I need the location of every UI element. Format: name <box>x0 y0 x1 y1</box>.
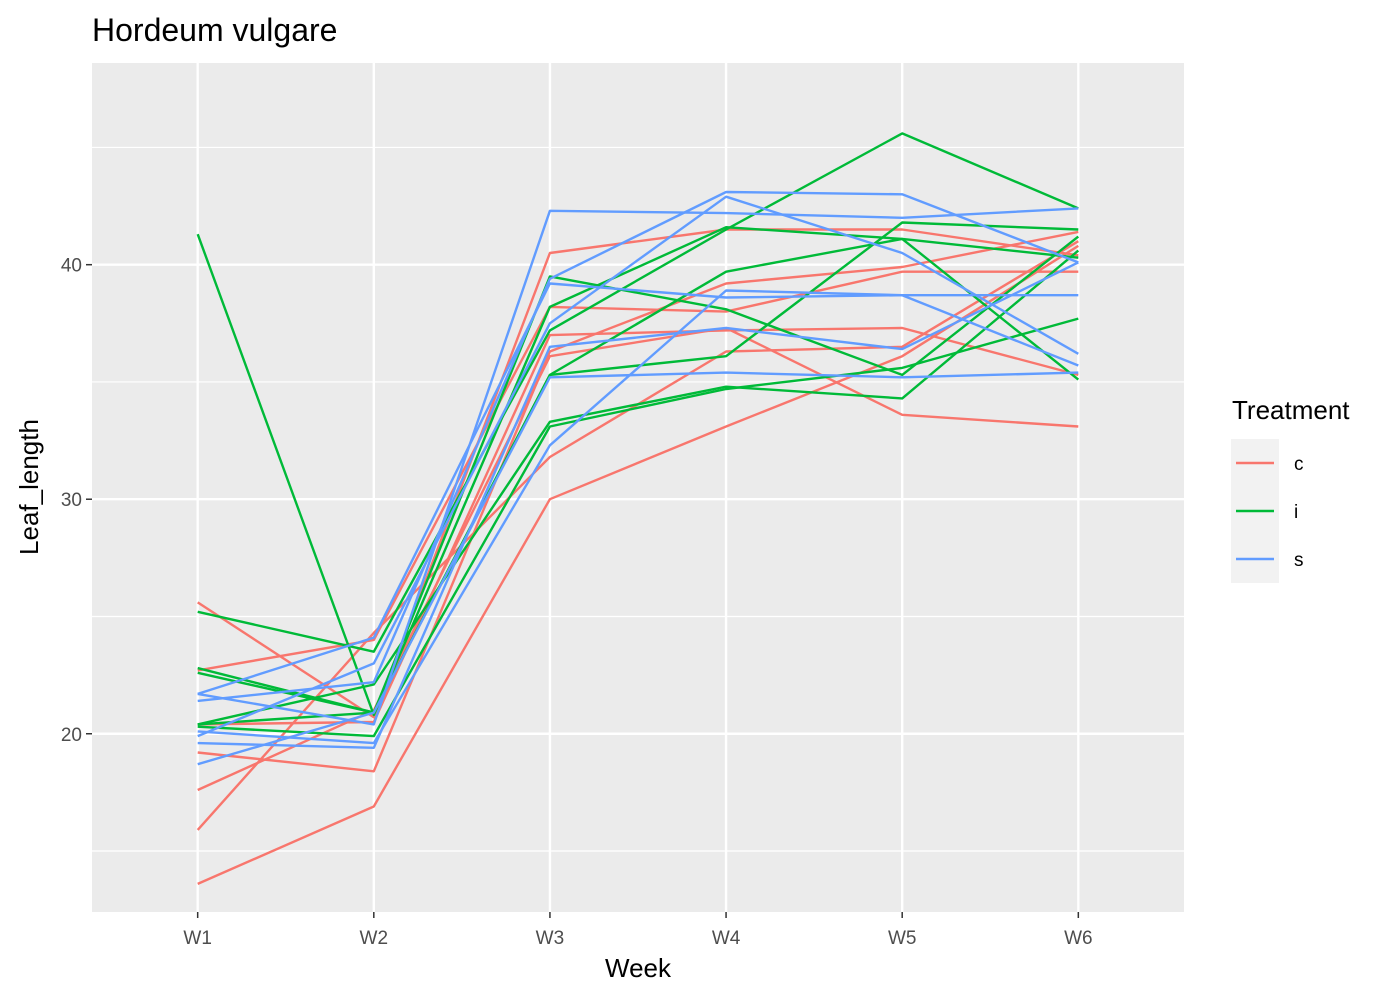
series-line-i <box>196 225 1079 717</box>
chart-title: Hordeum vulgare <box>92 12 337 48</box>
y-tick-label: 40 <box>61 256 82 277</box>
y-axis-title: Leaf_length <box>14 419 44 555</box>
series-line-c <box>197 228 1079 719</box>
x-tick-label: W5 <box>888 928 917 949</box>
series-line-s <box>197 371 1079 766</box>
major-gridlines <box>92 63 1184 912</box>
series-line-s <box>197 207 1079 726</box>
y-axis: 20 30 40 <box>61 256 92 746</box>
series-line-c <box>197 244 1079 885</box>
x-tick-label: W1 <box>183 928 212 949</box>
y-tick-label: 30 <box>61 490 82 511</box>
y-tick-label: 20 <box>61 725 82 746</box>
legend-label-c: c <box>1294 454 1304 475</box>
series-line-s <box>197 190 1079 703</box>
x-tick-label: W4 <box>712 928 741 949</box>
minor-gridlines <box>92 146 1184 852</box>
legend-label-i: i <box>1294 502 1298 523</box>
x-axis-title: Week <box>605 953 672 983</box>
x-tick-label: W3 <box>536 928 565 949</box>
series-lines <box>196 132 1080 885</box>
legend-title: Treatment <box>1232 395 1350 425</box>
series-line-i <box>197 317 1079 738</box>
x-tick-label: W6 <box>1064 928 1093 949</box>
plot-panel <box>92 63 1184 912</box>
series-line-c <box>197 326 1079 792</box>
legend: Treatment c i s <box>1231 395 1350 583</box>
series-line-i <box>197 221 1079 714</box>
legend-label-s: s <box>1294 550 1304 571</box>
series-line-i <box>197 237 1080 726</box>
series-line-i <box>197 249 1080 726</box>
x-tick-label: W2 <box>360 928 389 949</box>
series-line-i <box>197 132 1079 653</box>
series-line-s <box>197 282 1079 696</box>
x-axis: W1 W2 W3 W4 W5 W6 <box>183 912 1093 949</box>
series-line-s <box>197 289 1079 745</box>
series-line-s <box>197 261 1079 749</box>
series-line-s <box>197 195 1079 738</box>
